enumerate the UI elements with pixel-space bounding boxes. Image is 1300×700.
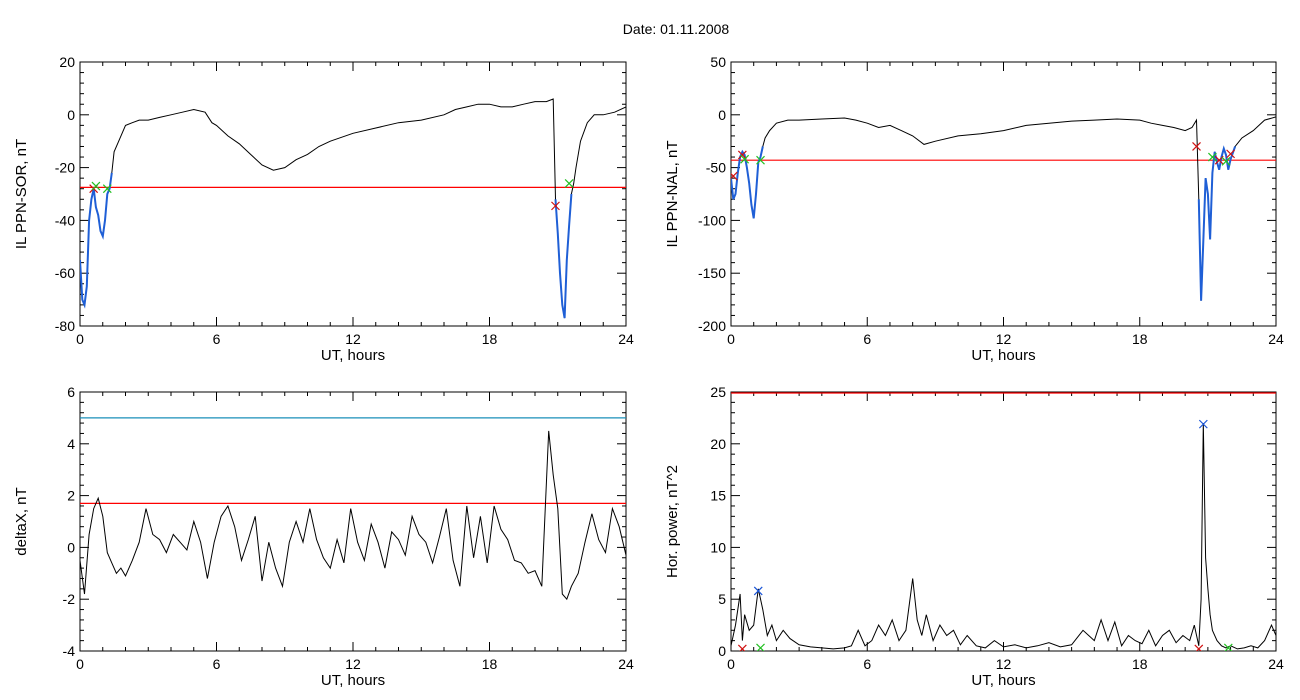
chart-deltax-ylabel: deltaX, nT <box>13 487 30 555</box>
chart-nal-marker-green <box>1207 152 1217 162</box>
chart-power-ytick-label: 20 <box>710 436 726 452</box>
chart-power-marker-green <box>756 643 765 651</box>
chart-nal-marker-red <box>737 150 747 160</box>
chart-nal-highlight-segment <box>731 146 764 219</box>
chart-power-ytick-label: 0 <box>718 643 726 659</box>
chart-nal-ytick-label: -50 <box>706 160 726 176</box>
chart-power-marker-green <box>1223 643 1233 651</box>
chart-nal-marker-green <box>1221 156 1231 166</box>
chart-nal-xtick-label: 6 <box>863 331 871 347</box>
chart-deltax-xlabel: UT, hours <box>321 672 385 689</box>
chart-nal-ytick-label: -200 <box>698 318 726 334</box>
chart-sor-marker-green <box>564 179 574 188</box>
chart-nal: 0 6 12 18 24 -200 -150 -100 -50 0 50 UT, hours IL PP… <box>664 54 1284 364</box>
chart-sor-xtick-label: 6 <box>213 331 221 347</box>
chart-deltax-plot-area <box>80 417 626 601</box>
chart-nal-xtick-label: 12 <box>996 331 1012 347</box>
chart-power-frame <box>730 391 1277 652</box>
chart-nal-marker-red <box>1226 149 1236 159</box>
chart-power-series-line <box>731 423 1276 650</box>
chart-nal-marker-red <box>731 171 738 181</box>
chart-sor-ytick-label: -60 <box>55 265 75 281</box>
chart-nal-xtick-label: 0 <box>727 331 735 347</box>
chart-nal-xtick-label: 24 <box>1268 331 1284 347</box>
chart-nal-xtick-label: 18 <box>1132 331 1148 347</box>
chart-deltax-ytick-label: 2 <box>67 488 75 504</box>
chart-power-ytick-label: 10 <box>710 539 726 555</box>
chart-power-marker-blue <box>1198 419 1208 429</box>
chart-power-ytick-label: 5 <box>718 591 726 607</box>
chart-sor-ytick-label: -80 <box>55 318 75 334</box>
chart-power-xtick-label: 24 <box>1268 656 1284 672</box>
chart-power-ylabel: Hor. power, nT^2 <box>664 465 681 578</box>
chart-power-ytick-label: 25 <box>710 384 726 400</box>
chart-deltax-xtick-label: 0 <box>76 656 84 672</box>
chart-nal-marker-red <box>1192 142 1201 151</box>
chart-deltax-xtick-label: 6 <box>213 656 221 672</box>
chart-sor-xtick-label: 24 <box>618 331 634 347</box>
date-title: Date: 01.11.2008 <box>623 21 730 37</box>
chart-deltax-xtick-label: 18 <box>482 656 498 672</box>
chart-power-xtick-label: 0 <box>727 656 735 672</box>
chart-deltax-ytick-label: -4 <box>63 643 76 659</box>
chart-deltax-xtick-label: 24 <box>618 656 634 672</box>
chart-nal-ytick-label: -150 <box>698 265 726 281</box>
chart-sor-highlight-segment <box>554 193 573 319</box>
chart-nal-frame <box>730 61 1277 327</box>
chart-deltax-ytick-label: 6 <box>67 384 75 400</box>
chart-sor-xtick-label: 12 <box>345 331 361 347</box>
chart-deltax-ytick-label: 0 <box>67 539 75 555</box>
chart-power-xtick-label: 6 <box>863 656 871 672</box>
chart-power: 0 6 12 18 24 0 5 10 15 20 25 UT, hours Hor. power, n… <box>664 384 1284 689</box>
chart-sor-xlabel: UT, hours <box>321 347 385 364</box>
chart-deltax-xtick-label: 12 <box>345 656 361 672</box>
chart-sor-series-line <box>80 98 626 319</box>
chart-sor-ylabel: IL PPN-SOR, nT <box>13 139 30 249</box>
chart-power-plot-area <box>731 392 1276 651</box>
chart-sor-ytick-label: 20 <box>59 54 75 70</box>
chart-sor-ytick-label: -40 <box>55 212 75 228</box>
chart-deltax-ytick-label: 4 <box>67 436 75 452</box>
chart-deltax-ytick-label: -2 <box>63 591 76 607</box>
chart-sor-plot-area <box>80 98 626 319</box>
chart-sor-xtick-label: 0 <box>76 331 84 347</box>
chart-sor-marker-green <box>102 184 112 194</box>
chart-power-xlabel: UT, hours <box>971 672 1035 689</box>
chart-nal-marker-green <box>740 154 750 164</box>
chart-power-xtick-label: 18 <box>1132 656 1148 672</box>
chart-nal-highlight-segment <box>1197 145 1237 301</box>
chart-nal-ytick-label: 0 <box>718 107 726 123</box>
chart-nal-ylabel: IL PPN-NAL, nT <box>664 141 681 248</box>
chart-nal-ytick-label: 50 <box>710 54 726 70</box>
chart-power-marker-blue <box>753 586 763 596</box>
chart-nal-xlabel: UT, hours <box>971 347 1035 364</box>
chart-nal-plot-area <box>731 116 1276 301</box>
chart-sor: 0 6 12 18 24 -80 -60 -40 -20 0 20 UT, hours IL PPN-S… <box>13 54 634 364</box>
chart-sor-marker-red <box>551 201 560 211</box>
chart-nal-ytick-label: -100 <box>698 212 726 228</box>
chart-power-ytick-label: 15 <box>710 488 726 504</box>
chart-sor-highlight-segment <box>80 172 113 309</box>
chart-sor-marker-green <box>91 181 101 191</box>
chart-sor-ytick-label: 0 <box>67 107 75 123</box>
chart-power-xtick-label: 12 <box>996 656 1012 672</box>
chart-power-marker-red <box>1194 644 1204 651</box>
chart-deltax-series-line <box>80 430 626 601</box>
chart-power-marker-red <box>737 644 747 651</box>
chart-sor-xtick-label: 18 <box>482 331 498 347</box>
chart-sor-ytick-label: -20 <box>55 160 75 176</box>
chart-nal-marker-green <box>756 155 765 165</box>
